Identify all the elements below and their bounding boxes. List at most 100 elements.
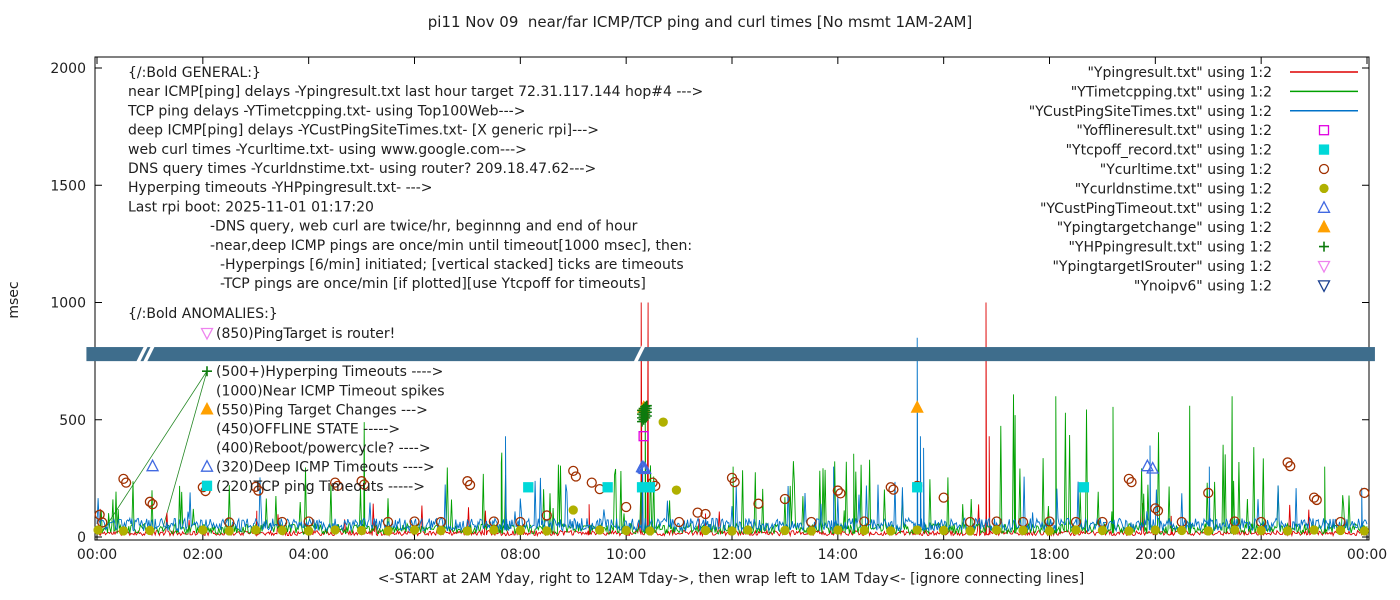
point-curltime — [253, 485, 264, 496]
point-dnstime — [409, 525, 420, 535]
point-dnstime — [743, 525, 753, 535]
point-dnstime — [939, 525, 949, 536]
point-curltime — [1203, 487, 1214, 499]
point-curltime — [120, 477, 132, 488]
point-tcpoff — [602, 482, 613, 493]
chart-title: pi11 Nov 09 near/far ICMP/TCP ping and c… — [428, 13, 973, 31]
legend-label: "Ynoipv6" using 1:2 — [1134, 278, 1272, 294]
point-dnstime — [1044, 526, 1055, 536]
point-curltime — [1311, 494, 1322, 506]
anomaly-item-label: (500+)Hyperping Timeouts ----> — [216, 364, 443, 380]
x-tick-label: 16:00 — [923, 547, 963, 563]
point-dnstime — [251, 525, 261, 535]
general-annotation-line: -TCP pings are once/min [if plotted][use… — [220, 276, 646, 292]
point-dnstime — [330, 525, 340, 535]
point-curltime — [1359, 487, 1370, 499]
point-dnstime — [277, 525, 287, 536]
point-dnstime — [671, 485, 682, 495]
legend-sample-circle — [1318, 163, 1330, 175]
point-curltime — [621, 501, 632, 513]
point-dnstime — [568, 505, 578, 515]
point-dnstime — [833, 525, 843, 535]
noipv6-band — [86, 347, 1375, 362]
general-annotation-line: Last rpi boot: 2025-11-01 01:17:20 — [128, 199, 374, 215]
general-annotation-line: web curl times -Ycurltime.txt- using www… — [128, 142, 527, 158]
x-tick-label: 20:00 — [1135, 547, 1175, 563]
anomaly-item-label: (1000)Near ICMP Timeout spikes — [216, 383, 445, 399]
point-curltime — [570, 471, 582, 482]
x-tick-label: 08:00 — [500, 547, 540, 563]
anomaly-bullet — [200, 459, 214, 472]
point-curltime — [779, 493, 791, 505]
point-curltime — [835, 488, 846, 499]
y-tick-label: 0 — [77, 530, 86, 546]
point-dnstime — [1018, 525, 1028, 536]
point-dnstime — [489, 525, 499, 535]
point-dnstime — [515, 525, 525, 536]
point-dnstime — [780, 525, 790, 536]
x-axis-label: <-START at 2AM Yday, right to 12AM Tday-… — [378, 571, 1084, 587]
general-annotation-line: DNS query times -Ycurldnstime.txt- using… — [128, 161, 596, 177]
legend-sample-triangle-down — [1317, 280, 1331, 293]
general-annotation-line: -Hyperpings [6/min] initiated; [vertical… — [220, 257, 684, 273]
legend-label: "YCustPingTimeout.txt" using 1:2 — [1040, 201, 1272, 217]
point-curltime — [97, 517, 108, 528]
point-curltime — [1152, 505, 1164, 516]
point-dnstime — [224, 526, 234, 536]
x-tick-label: 22:00 — [1241, 547, 1281, 563]
anomaly-item-label: (850)PingTarget is router! — [216, 326, 395, 342]
point-dnstime — [304, 526, 314, 536]
anomaly-bullet — [202, 366, 212, 377]
point-dnstime — [1282, 526, 1293, 536]
point-dnstime — [886, 526, 896, 536]
anomaly-bullet — [201, 480, 213, 491]
point-curltime — [1308, 492, 1320, 503]
x-tick-label: 18:00 — [1029, 547, 1069, 563]
point-custping_timeout — [1140, 458, 1154, 472]
point-curltime — [888, 484, 899, 495]
point-dnstime — [542, 526, 552, 536]
legend-label: "YpingtargetISrouter" using 1:2 — [1052, 259, 1272, 275]
legend-sample-triangle-down — [1317, 260, 1331, 274]
anomaly-item-label: (320)Deep ICMP Timeouts ----> — [216, 460, 435, 476]
anomaly-item-label: (450)OFFLINE STATE -----> — [216, 422, 400, 438]
anomaly-bullet — [200, 327, 214, 341]
point-custping_timeout — [145, 458, 160, 472]
point-offline — [638, 431, 649, 442]
point-custping_timeout — [1146, 461, 1160, 474]
point-dnstime — [991, 525, 1002, 535]
point-hyperping — [641, 400, 652, 411]
point-curltime — [147, 499, 158, 510]
point-tcpoff — [644, 482, 656, 493]
point-dnstime — [462, 526, 473, 536]
legend-label: "Yofflineresult.txt" using 1:2 — [1076, 123, 1272, 139]
x-tick-label: 10:00 — [606, 547, 646, 563]
band-gap-slash — [142, 344, 155, 364]
y-tick-label: 500 — [59, 413, 86, 429]
point-target_change — [910, 400, 924, 413]
y-axis-label: msec — [6, 281, 22, 318]
x-tick-label: 04:00 — [288, 547, 328, 563]
connector-line — [102, 370, 208, 532]
legend-sample-circle — [1319, 183, 1329, 194]
point-dnstime — [1203, 526, 1213, 536]
point-dnstime — [198, 525, 208, 535]
point-dnstime — [1256, 525, 1266, 536]
point-dnstime — [658, 417, 668, 427]
legend-sample-plus — [1319, 241, 1329, 252]
point-tcpoff — [912, 482, 923, 493]
general-annotation-line: near ICMP[ping] delays -Ypingresult.txt … — [128, 84, 703, 100]
point-curltime — [1126, 476, 1137, 488]
x-tick-label: 00:00 — [77, 547, 117, 563]
legend-label: "Ypingtargetchange" using 1:2 — [1057, 220, 1272, 236]
legend-label: "Ycurldnstime.txt" using 1:2 — [1075, 181, 1272, 197]
point-curltime — [586, 477, 597, 488]
legend-label: "Ycurltime.txt" using 1:2 — [1100, 162, 1272, 178]
point-curltime — [1044, 516, 1055, 527]
general-annotation-line: Hyperping timeouts -YHPpingresult.txt- -… — [128, 180, 433, 196]
point-curltime — [938, 492, 949, 503]
legend-label: "Ytcpoff_record.txt" using 1:2 — [1066, 143, 1272, 159]
point-tcpoff — [1078, 482, 1090, 493]
anomaly-item-label: (550)Ping Target Changes ---> — [216, 402, 428, 418]
point-curltime — [885, 482, 896, 493]
